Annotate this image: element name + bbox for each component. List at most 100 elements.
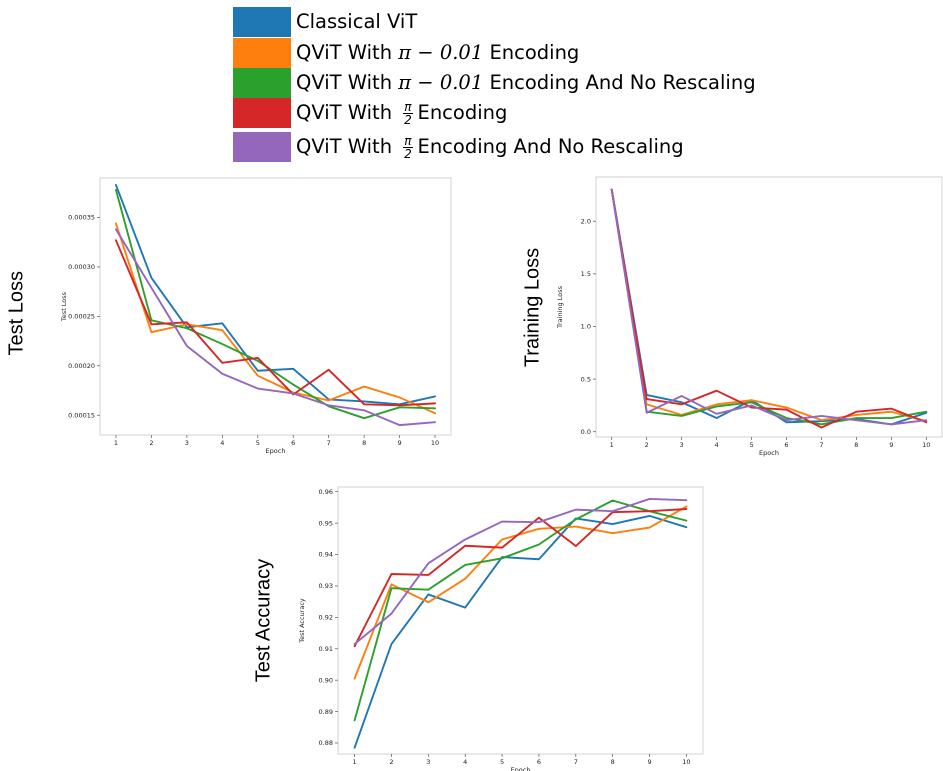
legend-item-2: QViT With π − 0.01 Encoding xyxy=(233,37,579,69)
test-accuracy-series-line-1 xyxy=(353,514,688,749)
test-loss-y-tick-label: 0.00020 xyxy=(68,362,95,370)
test-loss-series-line-3 xyxy=(114,188,436,420)
training-loss-x-tick-label: 8 xyxy=(854,441,858,449)
test-loss-x-tick-label: 5 xyxy=(256,439,260,447)
training-loss-x-tick-label: 3 xyxy=(680,441,684,449)
test-loss-x-tick-label: 4 xyxy=(220,439,224,447)
test-accuracy-x-tick-label: 7 xyxy=(574,758,578,766)
test-accuracy-x-tick-label: 4 xyxy=(463,758,467,766)
test-accuracy-y-tick-label: 0.95 xyxy=(319,519,333,527)
test-accuracy-axes-frame xyxy=(337,486,704,755)
training-loss-series-line-3 xyxy=(610,188,928,426)
test-loss-x-tick-label: 7 xyxy=(327,439,331,447)
test-loss-series-line-2 xyxy=(114,222,436,415)
legend-label-suffix: Encoding And No Rescaling xyxy=(417,135,684,159)
training-loss-y-tick-label: 1.5 xyxy=(581,270,591,278)
test-accuracy-x-tick-label: 1 xyxy=(353,758,357,766)
test-loss-y-tick-label: 0.00015 xyxy=(68,411,95,419)
test-loss-series-line-4 xyxy=(114,239,436,407)
legend-label-suffix: Encoding xyxy=(483,41,580,65)
training-loss-y-tick-label: 1.0 xyxy=(581,323,591,331)
legend-label-math: π − 0.01 xyxy=(398,71,484,95)
test-loss-x-tick-label: 9 xyxy=(398,439,402,447)
test-loss-y-tick-label: 0.00030 xyxy=(68,263,95,271)
test-accuracy-x-tick-label: 3 xyxy=(426,758,430,766)
legend-swatch xyxy=(233,38,291,68)
training-loss-y-axis-label: Training Loss xyxy=(556,285,564,329)
legend-swatch xyxy=(233,68,291,98)
test-loss-series-line-5 xyxy=(114,228,436,427)
training-loss-series-line-5 xyxy=(610,188,928,426)
legend-label: QViT With π − 0.01 Encoding xyxy=(296,43,579,63)
training-loss-series-line-1 xyxy=(610,188,928,426)
test-accuracy-y-tick-label: 0.93 xyxy=(319,582,333,590)
legend-item-5: QViT With π 2 Encoding And No Rescaling xyxy=(233,131,684,163)
legend-label-prefix: QViT With xyxy=(296,41,399,65)
fraction-denominator: 2 xyxy=(404,146,412,161)
test-loss-x-tick-label: 2 xyxy=(149,439,153,447)
test-loss-axes-frame xyxy=(99,177,452,436)
test-accuracy-plot: 1 2 3 4 5 6 7 8 9 10 0.88 0.89 0.90 0.91 0.92 0.93 0.94 0… xyxy=(298,486,704,771)
legend-label-math: π − 0.01 xyxy=(398,41,484,65)
test-loss-y-axis-label: Test Loss xyxy=(60,291,68,322)
training-loss-x-tick-label: 6 xyxy=(784,441,788,449)
legend-label: QViT With π − 0.01 Encoding And No Resca… xyxy=(296,73,756,93)
test-accuracy-x-tick-label: 8 xyxy=(611,758,615,766)
test-loss-x-tick-label: 3 xyxy=(185,439,189,447)
test-accuracy-y-tick-label: 0.91 xyxy=(319,645,333,653)
training-loss-series-line-2 xyxy=(610,188,928,423)
fraction-numerator: π xyxy=(403,133,413,148)
training-loss-y-tick-label: 2.0 xyxy=(581,217,591,225)
test-loss-series-line-1 xyxy=(114,183,436,406)
training-loss-x-tick-label: 4 xyxy=(715,441,719,449)
test-accuracy-y-tick-label: 0.89 xyxy=(319,708,333,716)
training-loss-y-tick-label: 0.5 xyxy=(581,375,591,383)
test-loss-x-tick-label: 10 xyxy=(431,439,439,447)
test-loss-y-tick-label: 0.00025 xyxy=(68,313,95,321)
chart-legend: Classical ViT QViT With π − 0.01 Encoding… xyxy=(233,6,793,162)
test-accuracy-y-tick-label: 0.94 xyxy=(319,551,333,559)
legend-label-suffix: Encoding And No Rescaling xyxy=(483,71,756,95)
fraction-numerator: π xyxy=(403,99,413,114)
test-accuracy-y-axis-label: Test Accuracy xyxy=(298,598,306,644)
legend-label: Classical ViT xyxy=(296,10,418,34)
legend-swatch xyxy=(233,7,291,37)
legend-item-3: QViT With π − 0.01 Encoding And No Resca… xyxy=(233,67,756,99)
training-loss-series-line-4 xyxy=(610,188,928,429)
training-loss-x-tick-label: 1 xyxy=(610,441,614,449)
legend-label-prefix: QViT With xyxy=(296,135,399,159)
test-loss-x-tick-label: 1 xyxy=(114,439,118,447)
test-loss-x-tick-label: 6 xyxy=(291,439,295,447)
test-accuracy-x-tick-label: 2 xyxy=(389,758,393,766)
legend-label-prefix: QViT With xyxy=(296,71,399,95)
test-loss-y-tick-label: 0.00035 xyxy=(68,214,95,222)
training-loss-x-tick-label: 10 xyxy=(922,441,930,449)
training-loss-x-tick-label: 5 xyxy=(749,441,753,449)
legend-item-4: QViT With π 2 Encoding xyxy=(233,97,507,129)
legend-label: QViT With π 2 Encoding And No Rescaling xyxy=(296,135,684,160)
training-loss-x-axis-label: Epoch xyxy=(759,449,779,457)
legend-item-1: Classical ViT xyxy=(233,6,417,38)
fraction-denominator: 2 xyxy=(404,112,412,127)
test-accuracy-x-tick-label: 6 xyxy=(537,758,541,766)
test-accuracy-series-line-2 xyxy=(353,505,688,680)
training-loss-axes-frame xyxy=(595,176,943,438)
test-accuracy-y-tick-label: 0.92 xyxy=(319,614,333,622)
training-loss-x-tick-label: 7 xyxy=(819,441,823,449)
test-accuracy-x-tick-label: 9 xyxy=(647,758,651,766)
test-loss-x-axis-label: Epoch xyxy=(266,447,286,455)
test-accuracy-y-tick-label: 0.88 xyxy=(319,739,333,747)
test-accuracy-x-tick-label: 10 xyxy=(682,758,690,766)
legend-swatch xyxy=(233,132,291,162)
legend-label-prefix: QViT With xyxy=(296,101,399,125)
training-loss-x-tick-label: 9 xyxy=(889,441,893,449)
test-loss-x-tick-label: 8 xyxy=(362,439,366,447)
test-accuracy-x-tick-label: 5 xyxy=(500,758,504,766)
test-loss-plot: 1 2 3 4 5 6 7 8 9 10 0.00015 0.00020 0.00025 0.00030 0… xyxy=(60,177,452,455)
test-accuracy-series-line-4 xyxy=(353,508,688,648)
training-loss-plot: 1 2 3 4 5 6 7 8 9 10 0.0 0.5 1.0 1.5 2.0 Epoch Training … xyxy=(556,176,943,457)
training-loss-x-tick-label: 2 xyxy=(645,441,649,449)
